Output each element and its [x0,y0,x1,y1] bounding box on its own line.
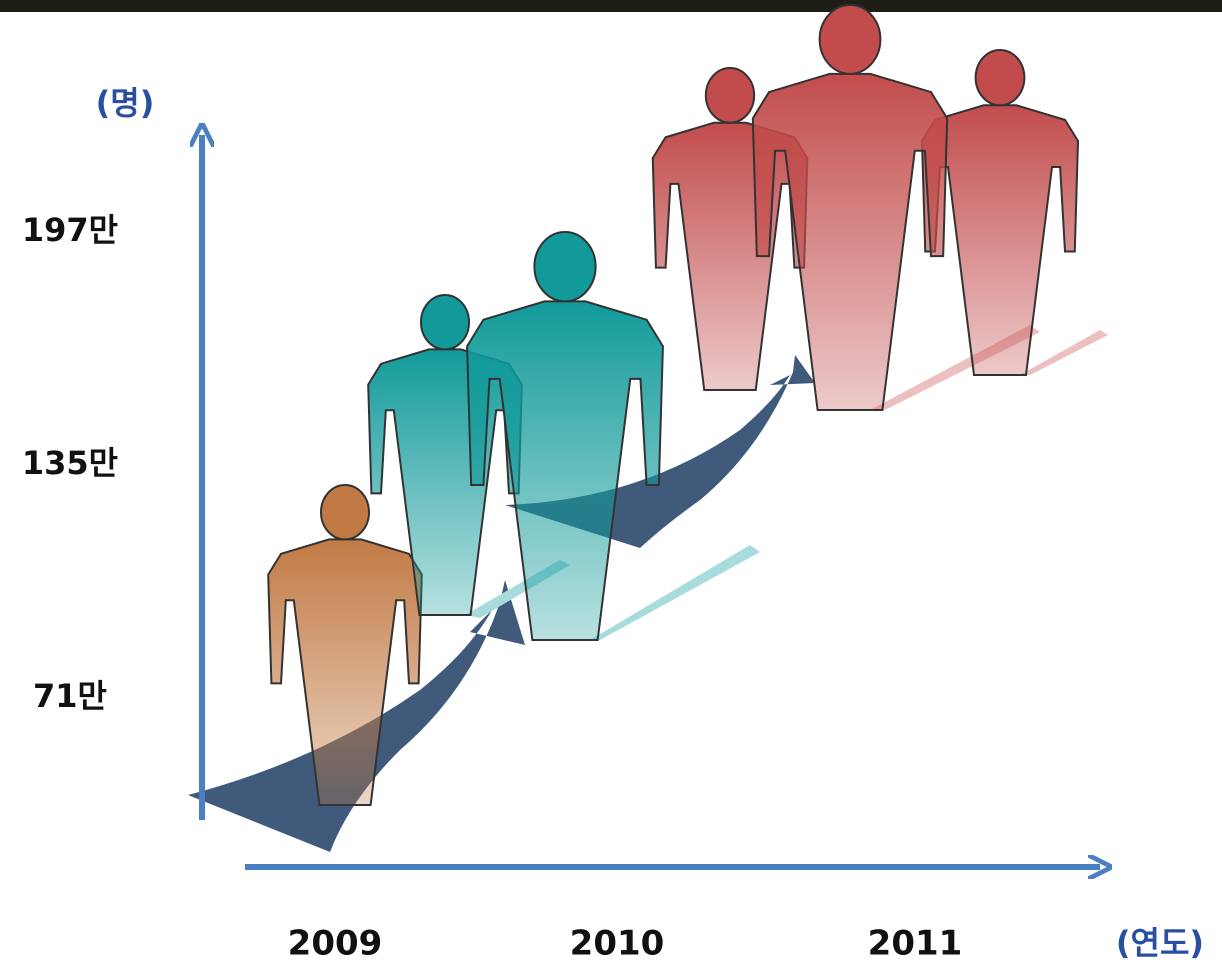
x-tick-label: 2010 [570,924,665,964]
person-figure [267,484,423,806]
y-tick-label: 135만 [22,444,118,482]
x-axis-label: (연도) [1116,924,1204,962]
person-figure [466,231,664,641]
person-body [751,72,949,411]
person-figure [751,4,949,411]
person-head [533,231,597,303]
person-body [651,121,809,391]
shadow [1020,330,1108,375]
person-head [320,484,370,541]
y-tick-label: 197만 [22,211,118,249]
shadow [590,545,760,640]
person-figure [920,49,1080,376]
y-axis-label: (명) [96,84,155,122]
top-bar [0,0,1222,12]
person-body [466,300,664,641]
x-tick-label: 2009 [288,924,383,964]
x-tick-label: 2011 [868,924,963,964]
person-head [420,294,470,351]
person-head [974,49,1026,107]
person-head [704,67,756,124]
person-head [818,4,882,75]
flow-arrow [188,580,525,852]
person-body [920,104,1080,376]
y-tick-label: 71만 [33,677,107,715]
